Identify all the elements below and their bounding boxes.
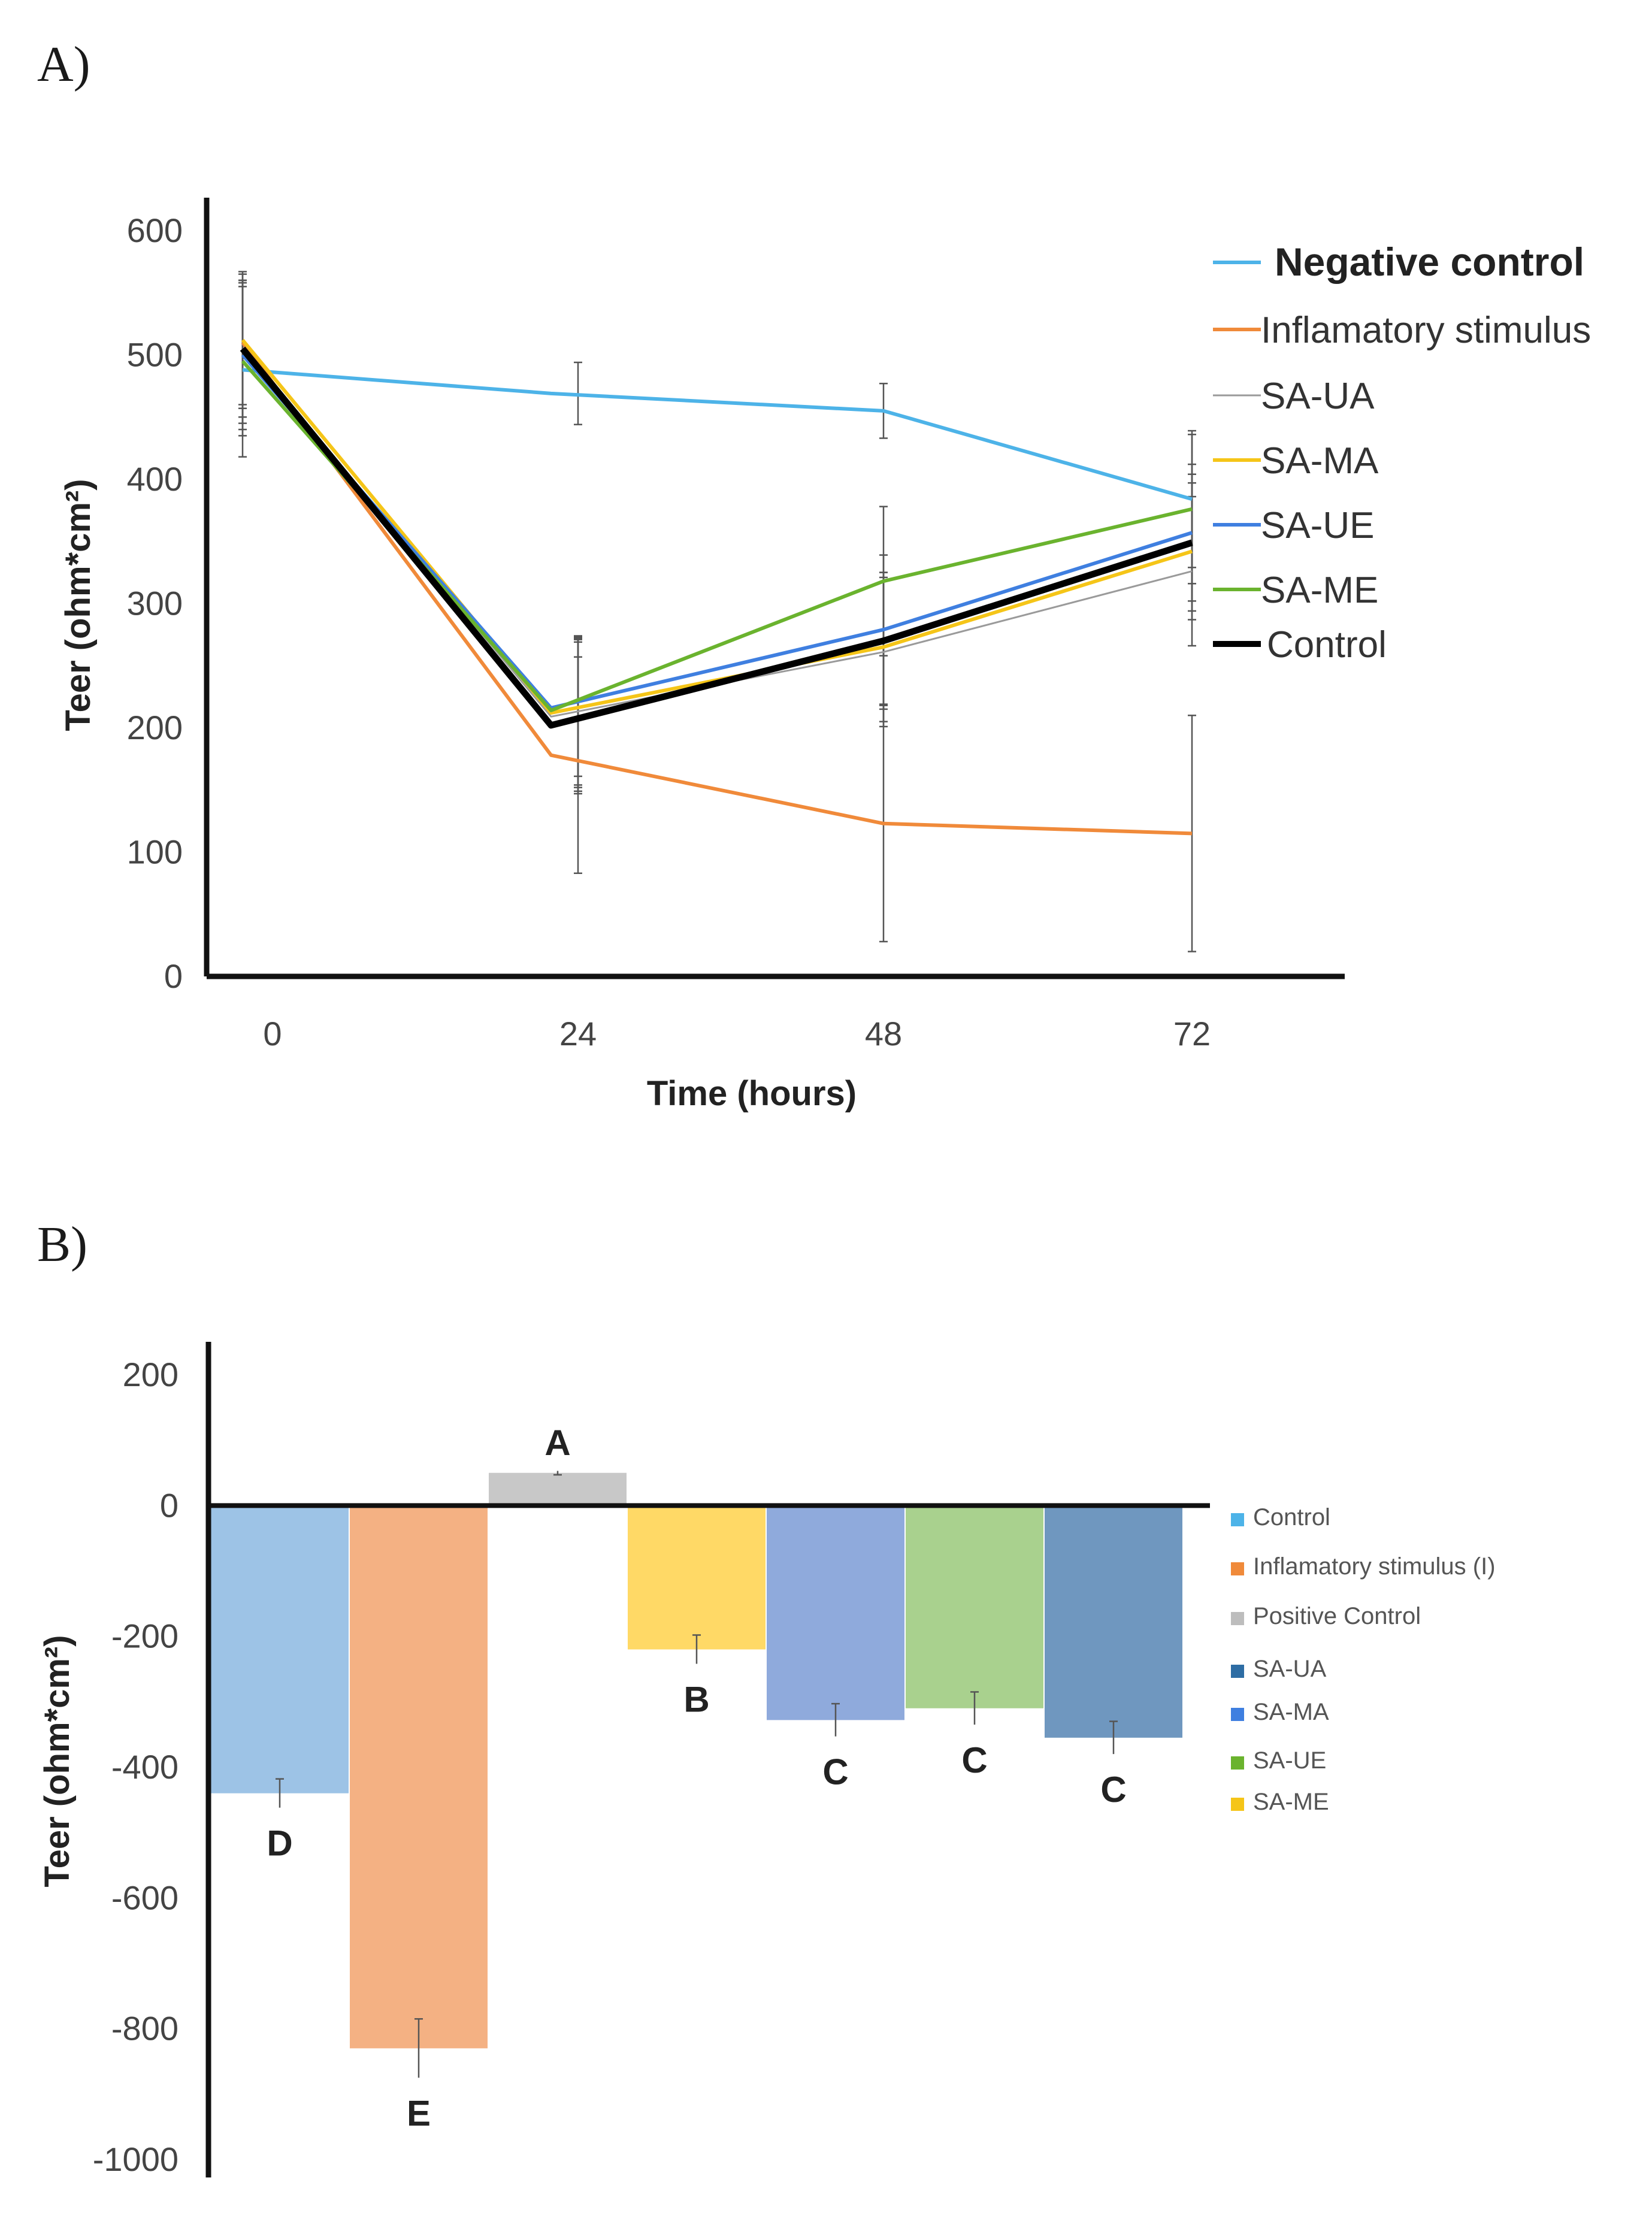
legend-b-swatch	[1231, 1513, 1244, 1526]
panel-a-y-tick-label: 0	[164, 957, 183, 995]
panel-b-y-tick-label: -800	[111, 2010, 178, 2047]
legend-b-swatch	[1231, 1708, 1244, 1721]
bar-3	[489, 1472, 627, 1506]
legend-b-label: SA-UA	[1253, 1656, 1327, 1682]
legend-a-label: Inflamatory stimulus	[1261, 310, 1591, 351]
panel-a-y-tick-label: 600	[127, 211, 183, 249]
panel-b-label: B)	[37, 1217, 87, 1272]
series-line-inflamatory-stimulus	[241, 341, 1193, 836]
legend-b-label: Control	[1253, 1504, 1330, 1531]
panel-a-y-axis-title: Teer (ohm*cm²)	[59, 479, 98, 731]
bar-significance-letter: E	[407, 2094, 431, 2134]
legend-a-label: SA-UE	[1261, 505, 1374, 546]
panel-a-y-tick-label: 300	[127, 585, 183, 622]
bar-2	[350, 1505, 488, 2049]
legend-b-swatch	[1231, 1665, 1244, 1678]
panel-a-x-tick-label: 0	[263, 1015, 282, 1052]
legend-b-label: SA-ME	[1253, 1789, 1329, 1815]
bar-significance-letter: C	[961, 1740, 987, 1780]
legend-b-swatch	[1231, 1756, 1244, 1770]
bar-significance-letter: D	[267, 1823, 292, 1864]
legend-b-label: SA-UE	[1253, 1747, 1326, 1774]
bar-7	[1045, 1505, 1182, 1738]
legend-b-swatch	[1231, 1562, 1244, 1575]
panel-a: A) 0 100 200 300 400 500 600 0 24 48 72 Time (hours)…	[37, 37, 1591, 1113]
panel-a-y-tick-label: 500	[127, 336, 183, 374]
panel-a-y-tick-label: 400	[127, 460, 183, 498]
panel-a-x-tick-label: 48	[865, 1015, 902, 1052]
series-line-sa-ue	[241, 353, 1193, 710]
legend-b-label: Inflamatory stimulus (I)	[1253, 1553, 1496, 1580]
panel-b-y-tick-label: -200	[111, 1617, 178, 1655]
panel-a-x-axis-title: Time (hours)	[647, 1074, 857, 1113]
legend-a-label: SA-UA	[1261, 376, 1375, 417]
bar-4	[628, 1505, 766, 1650]
panel-a-label: A)	[37, 37, 90, 92]
legend-b-label: SA-MA	[1253, 1699, 1329, 1725]
panel-b: B) D E A B C C C 200 0 -200 -400 -600 -800 -1000 Teer (…	[37, 1217, 1496, 2178]
bar-significance-letter: C	[1100, 1770, 1126, 1810]
series-line-control	[240, 346, 1193, 729]
legend-b-label: Positive Control	[1253, 1603, 1421, 1629]
panel-a-y-tick-label: 200	[127, 709, 183, 746]
bar-6	[906, 1505, 1043, 1708]
legend-a-label: Negative control	[1275, 240, 1584, 284]
legend-b-swatch	[1231, 1612, 1244, 1625]
panel-b-y-tick-label: 0	[160, 1486, 178, 1524]
panel-b-y-tick-label: -600	[111, 1879, 178, 1916]
panel-b-y-tick-label: -1000	[93, 2140, 178, 2178]
series-line-negative-control	[242, 368, 1193, 501]
panel-b-y-tick-label: -400	[111, 1748, 178, 1786]
panel-b-y-tick-label: 200	[123, 1356, 178, 1393]
panel-a-y-tick-label: 100	[127, 833, 183, 871]
legend-a-label: SA-MA	[1261, 440, 1379, 482]
panel-a-x-tick-label: 72	[1173, 1015, 1211, 1052]
bar-significance-letter: B	[683, 1680, 709, 1720]
legend-a-label: SA-ME	[1261, 570, 1378, 611]
bar-significance-letter: A	[544, 1423, 570, 1463]
bar-1	[211, 1505, 349, 1793]
legend-a-label: Control	[1267, 624, 1387, 666]
legend-b-swatch	[1231, 1798, 1244, 1811]
panel-b-y-axis-title: Teer (ohm*cm²)	[38, 1635, 77, 1887]
bar-significance-letter: C	[822, 1752, 848, 1792]
bar-5	[767, 1505, 904, 1720]
panel-a-x-tick-label: 24	[559, 1015, 597, 1052]
